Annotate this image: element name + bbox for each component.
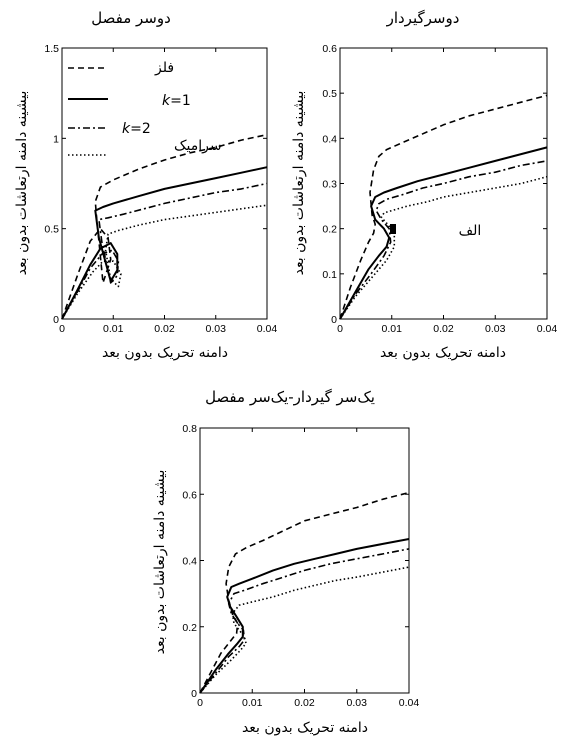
series-line-solid bbox=[339, 146, 548, 320]
y-tick-label: 0 bbox=[191, 688, 197, 700]
x-tick-label: 0.04 bbox=[537, 323, 558, 335]
y-tick-label: 1.5 bbox=[44, 43, 59, 55]
legend-label-k: k bbox=[162, 93, 171, 109]
chart-title: دوسر مفصل bbox=[91, 9, 171, 27]
y-axis-label: بیشینه دامنه ارتعاشات بدون بعد bbox=[152, 470, 168, 655]
chart-title: دوسرگیردار bbox=[386, 9, 460, 27]
x-tick-label: 0.02 bbox=[294, 697, 315, 709]
y-tick-label: 0.4 bbox=[322, 133, 337, 145]
x-tick-label: 0 bbox=[197, 697, 203, 709]
legend-label-value: =1 bbox=[170, 93, 191, 109]
annotation-marker bbox=[390, 224, 396, 234]
legend-entry-k2: k=2 bbox=[68, 121, 151, 137]
y-tick-label: 0.6 bbox=[322, 43, 337, 55]
y-tick-label: 0.2 bbox=[322, 224, 337, 236]
x-tick-label: 0.01 bbox=[242, 697, 263, 709]
chart-title: یک‌سر گیردار-یک‌سر مفصل bbox=[205, 388, 375, 406]
chart-panel-hinged-hinged: دوسر مفصل 0 0.01 0.02 0.03 0.04 0 0.5 1 1.5 بیشی… bbox=[14, 9, 277, 361]
series-line-dotted bbox=[199, 566, 410, 694]
legend-label: سرامیک bbox=[174, 138, 222, 154]
series-line-dashed bbox=[199, 491, 410, 694]
plot-area: 0 0.01 0.02 0.03 0.04 0 0.5 1 1.5 bbox=[44, 43, 277, 335]
x-tick-label: 0.02 bbox=[154, 323, 175, 335]
chart-panel-clamped-hinged: یک‌سر گیردار-یک‌سر مفصل 0 0.01 0.02 0.03 0.0… bbox=[152, 388, 419, 736]
chart-panel-clamped-clamped: دوسرگیردار 0 0.01 0.02 0.03 0.04 0 0.1 0.2 0.3 0.… bbox=[291, 9, 557, 361]
legend-label-k: k bbox=[122, 121, 131, 137]
legend-label: k=1 bbox=[162, 93, 191, 109]
series-line-solid bbox=[199, 538, 410, 694]
y-tick-label: 0.5 bbox=[44, 224, 59, 236]
series-line-solid bbox=[61, 166, 268, 320]
x-axis-label: دامنه تحریک بدون بعد bbox=[380, 345, 506, 361]
series-line-dashed bbox=[339, 94, 548, 320]
y-tick-label: 0.2 bbox=[182, 622, 197, 634]
y-tick-label: 1 bbox=[53, 133, 59, 145]
x-tick-label: 0 bbox=[59, 323, 65, 335]
y-tick-label: 0 bbox=[53, 314, 59, 326]
series-line-dashdot bbox=[199, 548, 410, 694]
y-tick-label: 0.6 bbox=[182, 489, 197, 501]
y-tick-label: 0.5 bbox=[322, 88, 337, 100]
y-tick-label: 0.4 bbox=[182, 556, 197, 568]
x-tick-label: 0.01 bbox=[382, 323, 403, 335]
legend-entry-ceramic: سرامیک bbox=[68, 138, 222, 156]
x-tick-label: 0.04 bbox=[399, 697, 420, 709]
x-tick-label: 0.03 bbox=[485, 323, 506, 335]
legend: فلز k=1 k=2 سرامیک bbox=[68, 60, 222, 156]
x-tick-label: 0.01 bbox=[103, 323, 124, 335]
x-axis-label: دامنه تحریک بدون بعد bbox=[102, 345, 228, 361]
x-tick-label: 0 bbox=[337, 323, 343, 335]
legend-entry-k1: k=1 bbox=[68, 93, 191, 109]
series-line-dashdot bbox=[339, 160, 548, 320]
x-tick-label: 0.03 bbox=[347, 697, 368, 709]
x-axis-label: دامنه تحریک بدون بعد bbox=[242, 720, 368, 736]
legend-label: k=2 bbox=[122, 121, 151, 137]
series-line-dotted bbox=[339, 175, 548, 320]
legend-label-value: =2 bbox=[130, 121, 151, 137]
legend-entry-metal: فلز bbox=[68, 60, 174, 76]
y-axis-label: بیشینه دامنه ارتعاشات بدون بعد bbox=[14, 91, 30, 276]
y-tick-label: 0.1 bbox=[322, 269, 337, 281]
series-line-dashed bbox=[61, 133, 268, 320]
panel-annotation: الف bbox=[459, 223, 482, 239]
y-tick-label: 0.8 bbox=[182, 423, 197, 435]
x-tick-label: 0.02 bbox=[433, 323, 454, 335]
plot-area: 0 0.01 0.02 0.03 0.04 0 0.1 0.2 0.3 0.4 0.5 0.6 bbox=[322, 43, 557, 335]
y-tick-label: 0.3 bbox=[322, 179, 337, 191]
series-line-dashdot bbox=[61, 182, 268, 320]
plot-area: 0 0.01 0.02 0.03 0.04 0 0.2 0.4 0.6 0.8 bbox=[182, 423, 419, 709]
x-tick-label: 0.04 bbox=[257, 323, 278, 335]
legend-label: فلز bbox=[154, 60, 174, 76]
y-axis-label: بیشینه دامنه ارتعاشات بدون بعد bbox=[291, 91, 307, 276]
series-line-dotted bbox=[61, 204, 268, 320]
x-tick-label: 0.03 bbox=[206, 323, 227, 335]
y-tick-label: 0 bbox=[331, 314, 337, 326]
axes-frame bbox=[61, 47, 268, 320]
